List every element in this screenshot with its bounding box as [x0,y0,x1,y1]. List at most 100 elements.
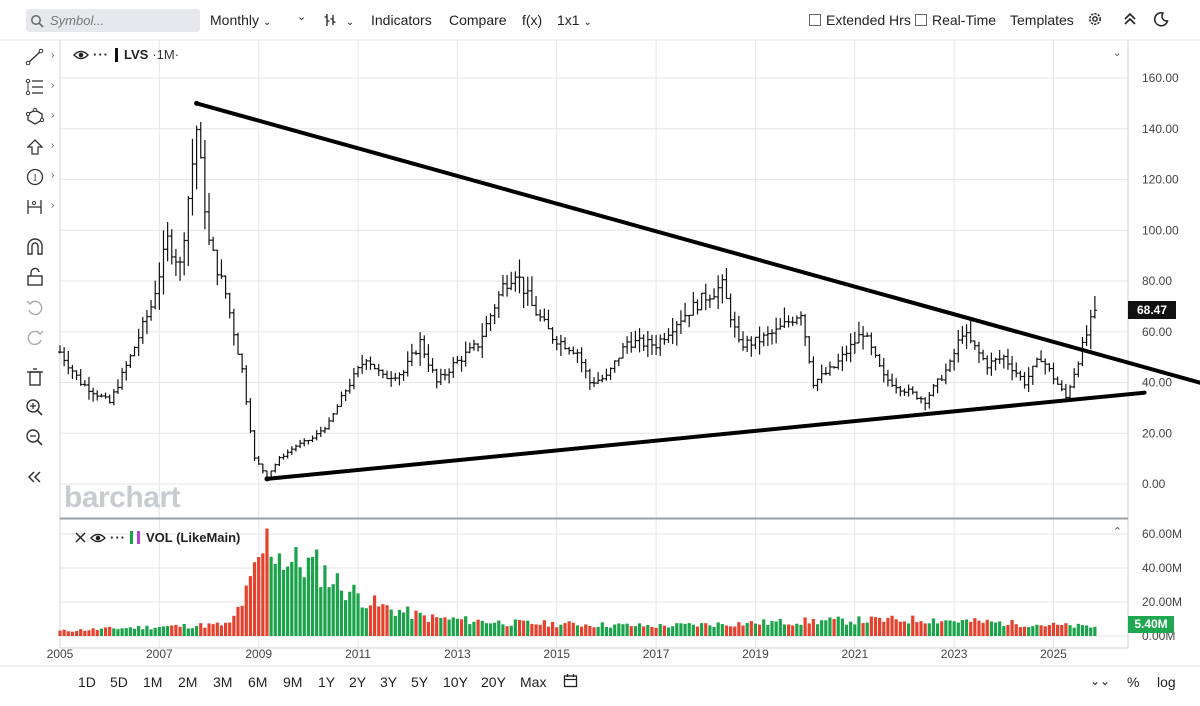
range-2y[interactable]: 2Y [349,674,367,690]
fib-tool-button[interactable]: › [24,76,54,98]
range-1m[interactable]: 1M [143,674,163,690]
ohlc-bar [426,344,431,372]
volume-bar [956,622,960,636]
ohlc-bar [997,350,1002,364]
interval-dropdown[interactable]: Monthly ⌄ [210,12,271,28]
eye-icon[interactable] [90,532,106,544]
volume-bar [625,623,629,636]
indicators-button[interactable]: Indicators [371,12,432,28]
extended-hrs-checkbox[interactable] [809,14,821,26]
ohlc-bar [467,342,472,354]
real-time-toggle[interactable]: Real-Time [915,12,996,28]
chevron-down-icon[interactable]: ⌄ [297,11,307,23]
volume-bar [62,629,66,636]
measure-tool-icon [27,200,42,214]
volume-bar [439,617,443,636]
volume-bar [426,622,431,636]
volume-bar [642,626,646,636]
symbol-label: LVS [124,47,149,62]
price-tick-label: 120.00 [1142,173,1179,187]
ohlc-bar [567,346,572,355]
bar-style-dropdown[interactable]: ⌄ [323,12,354,28]
delete-drawings-button[interactable] [24,366,52,388]
up-volume-swatch [130,531,133,544]
percent-toggle[interactable]: % [1127,674,1140,690]
measure-tool-button[interactable]: › [24,196,54,218]
expand-icon[interactable]: ⌄⌄ [1090,674,1111,688]
volume-bar [269,556,273,636]
range-max[interactable]: Max [520,674,547,690]
ohlc-bar [380,369,385,379]
range-5y[interactable]: 5Y [411,674,429,690]
volume-bar [869,616,873,636]
annotation-tool-button[interactable]: 1 › [24,166,54,188]
shape-tool-button[interactable]: › [24,106,54,128]
range-1y[interactable]: 1Y [318,674,336,690]
layout-dropdown[interactable]: 1x1 ⌄ [557,12,592,28]
volume-bar [584,624,588,636]
volume-bar [1085,625,1089,636]
more-icon[interactable]: ··· [93,47,109,62]
ohlc-bar [202,140,207,230]
ohlc-bar [298,439,303,449]
ohlc-bar [666,328,671,343]
undo-button[interactable] [24,296,52,318]
date-range-button[interactable] [563,673,578,691]
theme-toggle[interactable] [1153,11,1169,30]
range-10y[interactable]: 10Y [443,674,468,690]
ohlc-bar [885,369,890,387]
redo-button[interactable] [24,326,52,348]
lock-button[interactable] [24,266,52,288]
ohlc-bar [509,271,514,291]
symbol-search[interactable] [26,9,200,32]
zoom-in-button[interactable] [24,396,52,418]
range-6m[interactable]: 6M [248,674,268,690]
volume-bar [203,627,207,636]
settings-button[interactable] [1087,11,1103,30]
volume-bar [700,623,704,636]
range-1d[interactable]: 1D [78,674,96,690]
range-20y[interactable]: 20Y [481,674,506,690]
eye-icon[interactable] [73,49,89,61]
arrow-tool-button[interactable]: › [24,136,54,158]
ohlc-bar [645,330,650,358]
line-tool-button[interactable]: › [24,46,54,68]
collapse-toolbar-left-button[interactable] [24,466,52,488]
ohlc-bar [82,380,87,387]
templates-button[interactable]: Templates [1010,12,1074,28]
collapse-volume-icon[interactable]: ⌃ [1112,526,1122,538]
range-3m[interactable]: 3M [213,674,233,690]
ohlc-bar [707,294,712,309]
extended-hrs-toggle[interactable]: Extended Hrs [809,12,911,28]
volume-bar [1064,623,1068,636]
ohlc-bar [120,367,125,390]
more-icon[interactable]: ··· [110,530,126,545]
symbol-input[interactable] [48,12,188,29]
ohlc-bar [600,374,605,383]
volume-bar [422,615,426,636]
chevron-down-icon[interactable]: ⌄ [1113,48,1122,59]
range-5d[interactable]: 5D [110,674,128,690]
fx-button[interactable]: f(x) [522,12,543,28]
ohlc-bar [761,332,766,347]
volume-bar [120,628,124,636]
trendlines[interactable] [194,100,1200,482]
compare-button[interactable]: Compare [449,12,507,28]
range-2m[interactable]: 2M [178,674,198,690]
ohlc-bar [753,336,758,350]
ohlc-bar [1014,362,1019,378]
ohlc-bar [550,327,555,344]
real-time-checkbox[interactable] [915,14,927,26]
ohlc-bar [136,328,141,357]
magnet-button[interactable] [24,236,52,258]
range-3y[interactable]: 3Y [380,674,398,690]
collapse-toolbar-button[interactable] [1123,11,1137,30]
log-toggle[interactable]: log [1157,674,1176,690]
close-icon[interactable] [75,532,86,543]
zoom-out-button[interactable] [24,426,52,448]
ohlc-bar [683,302,688,323]
ohlc-bar [1026,367,1031,393]
range-9m[interactable]: 9M [283,674,303,690]
ohlc-bar [144,309,149,335]
